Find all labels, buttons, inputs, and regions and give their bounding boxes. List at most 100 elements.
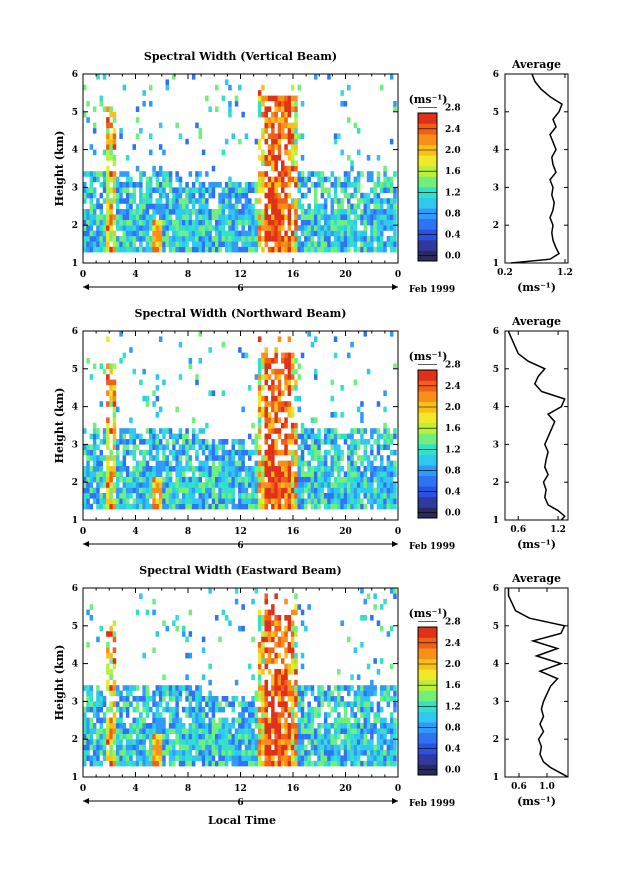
heatmap-cell	[356, 198, 361, 204]
heatmap-cell	[277, 433, 282, 440]
heatmap-cell	[337, 133, 341, 139]
heatmap-cell	[370, 219, 374, 226]
heatmap-cell	[317, 203, 321, 210]
heatmap-cell	[337, 750, 341, 756]
heatmap-cell	[228, 182, 232, 188]
heatmap-cell	[248, 723, 252, 729]
heatmap-cell	[106, 717, 110, 724]
heatmap-cell	[317, 701, 321, 707]
heatmap-cell	[277, 417, 282, 423]
heatmap-cell	[277, 669, 282, 675]
heatmap-cell	[380, 690, 384, 697]
heatmap-cell	[106, 165, 110, 172]
heatmap-cell	[218, 487, 222, 494]
heatmap-cell	[224, 460, 229, 467]
heatmap-cell	[267, 214, 272, 220]
heatmap-cell	[241, 219, 245, 226]
heatmap-cell	[393, 471, 397, 477]
heatmap-cell	[224, 236, 229, 242]
panel-3: Spectral Width (Eastward Beam)0 4 8 12 16 20 0…	[53, 564, 569, 809]
heatmap-cell	[241, 706, 245, 713]
heatmap-cell	[158, 482, 163, 488]
heatmap-cell	[271, 395, 275, 402]
heatmap-cell	[208, 723, 212, 729]
heatmap-cell	[297, 246, 301, 253]
heatmap-cell	[290, 455, 295, 461]
x-tick-label: 20	[339, 270, 352, 280]
heatmap-cell	[393, 236, 397, 242]
heatmap-cell	[304, 246, 308, 253]
heatmap-cell	[109, 379, 113, 386]
heatmap-cell	[284, 487, 288, 494]
heatmap-cell	[333, 433, 338, 440]
heatmap-cell	[287, 615, 292, 621]
heatmap-cell	[257, 503, 262, 510]
heatmap-cell	[281, 636, 285, 643]
heatmap-cell	[257, 444, 262, 450]
heatmap-cell	[343, 728, 348, 734]
heatmap-cell	[271, 368, 275, 375]
heatmap-cell	[155, 395, 160, 402]
heatmap-cell	[257, 625, 262, 632]
heatmap-cell	[218, 236, 222, 242]
heatmap-cell	[132, 696, 136, 702]
heatmap-cell	[224, 182, 229, 188]
heatmap-cell	[294, 203, 298, 210]
heatmap-cell	[261, 482, 265, 488]
heatmap-cell	[175, 187, 179, 193]
heatmap-cell	[178, 696, 183, 702]
heatmap-cell	[211, 444, 216, 450]
heatmap-cell	[106, 755, 110, 761]
heatmap-cell	[205, 755, 209, 761]
heatmap-cell	[277, 117, 282, 123]
heatmap-cell	[376, 744, 381, 751]
heatmap-cell	[363, 750, 367, 756]
heatmap-cell	[106, 214, 110, 220]
heatmap-cell	[168, 493, 173, 499]
heatmap-cell	[290, 760, 295, 767]
heatmap-cell	[178, 444, 183, 450]
heatmap-cell	[271, 739, 275, 745]
heatmap-cell	[366, 192, 371, 199]
heatmap-cell	[149, 444, 153, 450]
heatmap-cell	[112, 192, 117, 199]
heatmap-cell	[139, 728, 143, 734]
heatmap-cell	[267, 230, 272, 237]
heatmap-cell	[281, 128, 285, 134]
heatmap-cell	[116, 241, 120, 247]
heatmap-cell	[353, 466, 358, 472]
heatmap-cell	[307, 739, 311, 745]
heatmap-cell	[340, 241, 344, 247]
heatmap-cell	[360, 733, 364, 740]
heatmap-cell	[290, 203, 295, 210]
heatmap-cell	[257, 336, 262, 342]
heatmap-cell	[314, 182, 318, 188]
heatmap-cell	[102, 750, 107, 756]
heatmap-cell	[383, 739, 387, 745]
heatmap-cell	[294, 723, 298, 729]
heatmap-cell	[366, 219, 371, 226]
heatmap-cell	[264, 449, 268, 456]
heatmap-cell	[264, 182, 268, 188]
heatmap-cell	[96, 744, 100, 751]
heatmap-cell	[294, 395, 298, 402]
heatmap-cell	[350, 744, 354, 751]
heatmap-cell	[347, 636, 351, 643]
heatmap-cell	[109, 138, 113, 145]
heatmap-cell	[267, 428, 272, 434]
heatmap-cell	[162, 149, 166, 156]
heatmap-cell	[162, 674, 166, 680]
heatmap-cell	[294, 230, 298, 237]
heatmap-cell	[370, 214, 374, 220]
heatmap-cell	[254, 439, 259, 445]
heatmap-cell	[99, 744, 103, 751]
heatmap-cell	[340, 101, 344, 107]
heatmap-cell	[340, 90, 344, 96]
heatmap-cell	[172, 203, 176, 210]
heatmap-cell	[205, 733, 209, 740]
heatmap-cell	[267, 493, 272, 499]
heatmap-cell	[175, 433, 179, 440]
heatmap-cell	[221, 482, 226, 488]
heatmap-cell	[195, 739, 199, 745]
heatmap-cell	[287, 236, 292, 242]
